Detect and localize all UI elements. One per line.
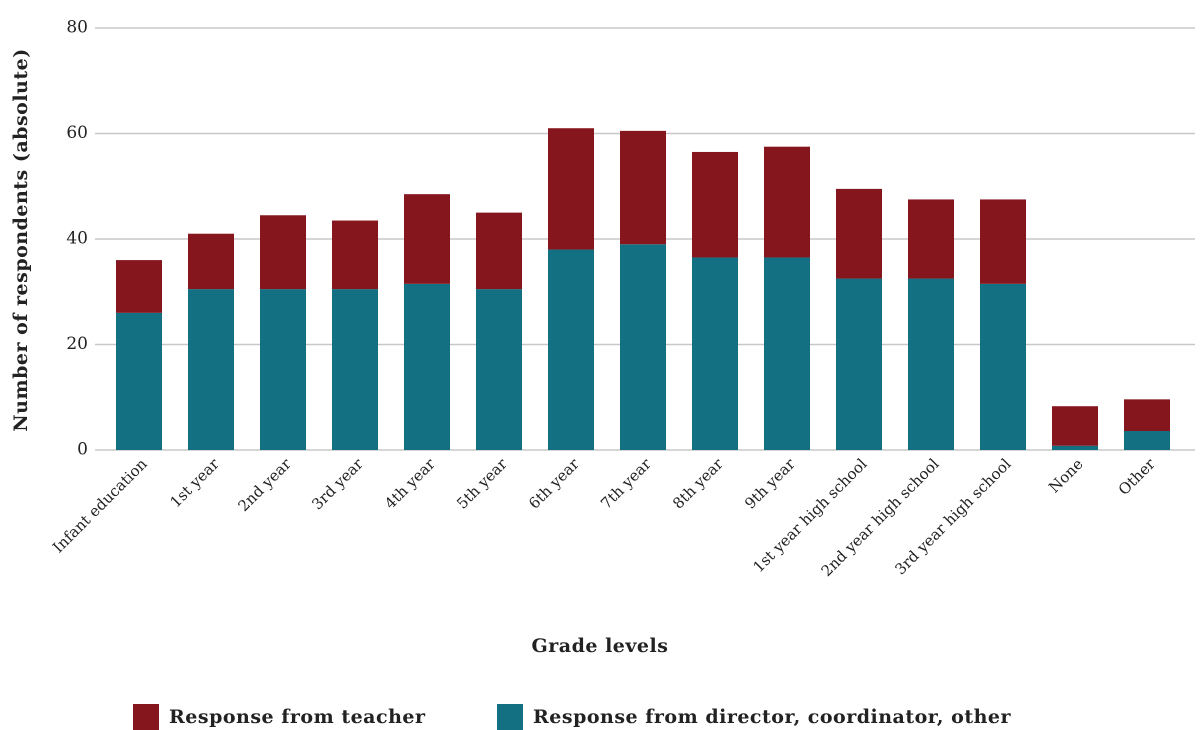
legend-swatch (497, 704, 523, 730)
bar-segment (980, 283, 1026, 450)
bar-segment (620, 244, 666, 450)
x-tick-label: 2nd year (235, 454, 296, 515)
bar-segment (188, 233, 234, 290)
bar-segment (764, 146, 810, 258)
x-tick-label: 1st year (166, 454, 223, 511)
x-tick-label: 3rd year high school (891, 455, 1014, 578)
y-tick-label: 20 (66, 334, 88, 354)
bar-segment (620, 130, 666, 245)
legend-label: Response from director, coordinator, oth… (533, 706, 1012, 728)
x-tick-label: 6th year (525, 454, 583, 512)
bar-segment (692, 257, 738, 450)
bar-segment (908, 199, 954, 279)
bar-segment (188, 289, 234, 450)
bar-segment (332, 220, 378, 290)
bar-segment (908, 278, 954, 450)
y-tick-label: 40 (66, 229, 88, 249)
bar-segment (980, 199, 1026, 284)
x-tick-label: 7th year (597, 454, 655, 512)
bar-segment (1052, 406, 1098, 446)
bar-segment (1124, 399, 1170, 432)
y-axis-label: Number of respondents (absolute) (10, 48, 32, 431)
bar-segment (404, 283, 450, 450)
x-tick-label: 4th year (381, 454, 439, 512)
y-tick-label: 60 (66, 123, 88, 143)
x-axis-label: Grade levels (532, 635, 669, 657)
bar-segment (764, 257, 810, 450)
bar-segment (548, 128, 594, 250)
legend-label: Response from teacher (169, 706, 426, 728)
bar-segment (116, 312, 162, 450)
x-tick-label: None (1045, 455, 1087, 497)
bar-segment (476, 289, 522, 450)
bar-segment (1052, 445, 1098, 450)
bar-segment (476, 212, 522, 290)
x-tick-label: Other (1115, 454, 1159, 498)
y-tick-label: 0 (77, 440, 88, 460)
bar-segment (836, 278, 882, 450)
bar-segment (404, 194, 450, 284)
bar-segment (692, 151, 738, 258)
x-tick-label: 8th year (669, 454, 727, 512)
bar-segment (332, 289, 378, 450)
x-tick-label: 5th year (453, 454, 511, 512)
legend-swatch (133, 704, 159, 730)
bar-segment (260, 215, 306, 290)
x-tick-label: 3rd year (308, 454, 367, 513)
bar-segment (836, 188, 882, 279)
x-tick-label: 2nd year high school (818, 455, 943, 580)
bar-segment (116, 260, 162, 313)
bar-segment (548, 249, 594, 450)
x-tick-label: 9th year (741, 454, 799, 512)
bar-segment (260, 289, 306, 450)
y-tick-label: 80 (66, 18, 88, 38)
bar-segment (1124, 431, 1170, 450)
x-tick-label: Infant education (49, 455, 151, 557)
